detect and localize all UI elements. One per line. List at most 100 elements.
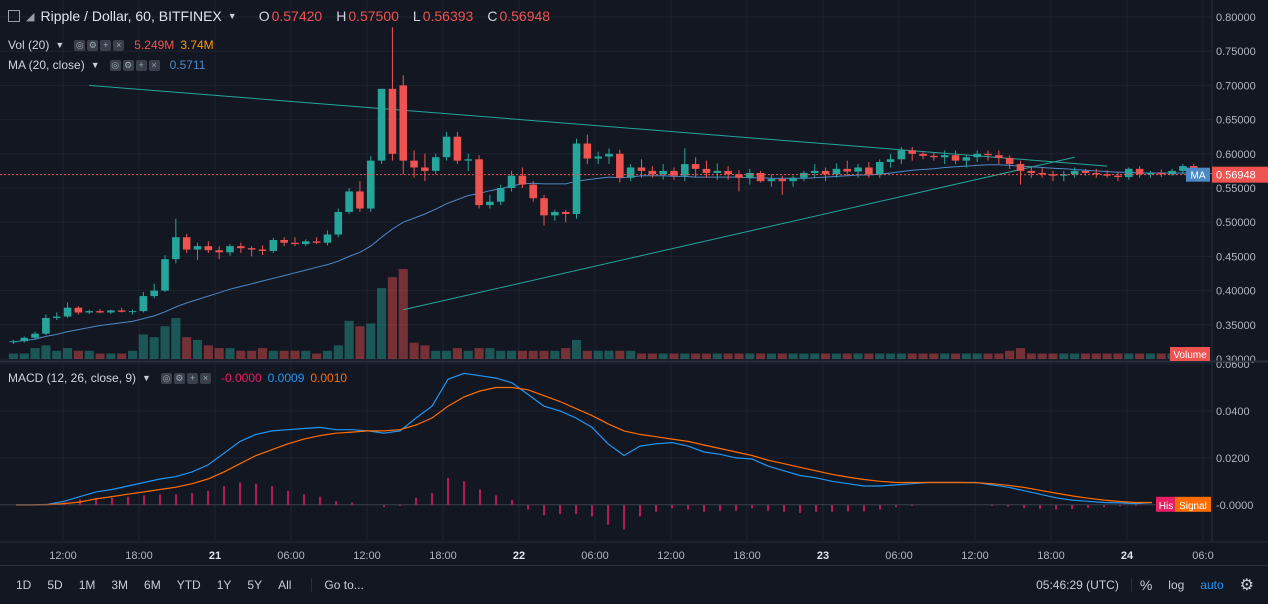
candle-body[interactable] — [1157, 172, 1166, 175]
candle-body[interactable] — [745, 172, 754, 178]
candle-body[interactable] — [388, 88, 397, 154]
candle-body[interactable] — [421, 167, 429, 171]
candle-body[interactable] — [713, 170, 722, 173]
volume-legend-label[interactable]: Vol (20) — [8, 38, 50, 52]
candle-body[interactable] — [1124, 168, 1133, 178]
candle-body[interactable] — [897, 150, 906, 160]
candle-body[interactable] — [150, 290, 158, 297]
candle-body[interactable] — [1027, 170, 1036, 173]
timeframe-1y[interactable]: 1Y — [216, 578, 232, 592]
candle-body[interactable] — [1189, 166, 1198, 169]
indicator-controls[interactable]: ◎ ⚙ + × — [160, 372, 211, 384]
candle-body[interactable] — [529, 184, 537, 199]
candle-body[interactable] — [312, 241, 321, 243]
chevron-down-icon[interactable]: ▼ — [142, 373, 151, 383]
candle-body[interactable] — [464, 159, 473, 161]
candle-body[interactable] — [919, 153, 927, 156]
candle-body[interactable] — [854, 167, 862, 172]
candle-body[interactable] — [691, 164, 700, 169]
chevron-down-icon[interactable]: ▼ — [227, 11, 237, 21]
candle-body[interactable] — [724, 170, 732, 175]
candle-body[interactable] — [9, 341, 18, 343]
macd-legend-label[interactable]: MACD (12, 26, close, 9) — [8, 371, 137, 385]
eye-icon[interactable]: ◎ — [109, 59, 121, 71]
gear-icon[interactable]: ⚙ — [1239, 577, 1254, 594]
timeframe-5d[interactable]: 5D — [47, 578, 63, 592]
candle-body[interactable] — [1179, 166, 1187, 171]
candle-body[interactable] — [594, 156, 602, 159]
chevron-down-icon[interactable]: ▼ — [90, 60, 100, 70]
candle-body[interactable] — [865, 167, 873, 175]
candle-body[interactable] — [507, 175, 516, 188]
candle-body[interactable] — [962, 157, 971, 161]
eye-icon[interactable]: ◎ — [74, 39, 86, 51]
plus-icon[interactable]: + — [135, 59, 147, 71]
candle-body[interactable] — [1135, 168, 1144, 175]
timeframe-ytd[interactable]: YTD — [176, 578, 201, 592]
timeframe-all[interactable]: All — [278, 578, 292, 592]
candle-body[interactable] — [334, 211, 343, 235]
candle-body[interactable] — [951, 155, 960, 161]
candle-body[interactable] — [291, 242, 299, 245]
log-toggle[interactable]: log — [1168, 578, 1185, 592]
candle-body[interactable] — [31, 333, 39, 338]
candle-body[interactable] — [821, 170, 830, 175]
candle-body[interactable] — [1060, 174, 1068, 176]
candle-body[interactable] — [778, 179, 787, 182]
candle-body[interactable] — [789, 177, 797, 182]
candle-body[interactable] — [572, 143, 581, 214]
candle-body[interactable] — [832, 168, 841, 175]
candle-body[interactable] — [1016, 164, 1025, 171]
candle-body[interactable] — [96, 311, 104, 313]
candle-body[interactable] — [128, 311, 137, 313]
candle-body[interactable] — [886, 159, 895, 163]
candle-body[interactable] — [843, 168, 852, 172]
gear-icon[interactable]: ⚙ — [87, 39, 99, 51]
candle-body[interactable] — [1114, 175, 1122, 178]
close-icon[interactable]: × — [148, 59, 160, 71]
chart-canvas[interactable]: 0.80000 0.75000 0.70000 0.65000 0.60000 0.550… — [0, 0, 1268, 565]
timeframe-5y[interactable]: 5Y — [247, 578, 263, 592]
candle-body[interactable] — [377, 88, 386, 161]
candle-body[interactable] — [561, 211, 570, 214]
flag-icon[interactable]: ◢ — [26, 10, 35, 23]
candle-body[interactable] — [616, 153, 624, 178]
candle-body[interactable] — [1070, 170, 1079, 175]
candle-body[interactable] — [496, 188, 505, 202]
gear-icon[interactable]: ⚙ — [122, 59, 134, 71]
candle-body[interactable] — [356, 191, 364, 209]
chevron-down-icon[interactable]: ▼ — [55, 40, 65, 50]
candle-body[interactable] — [107, 310, 115, 313]
candle-body[interactable] — [583, 143, 592, 159]
candle-body[interactable] — [648, 170, 657, 175]
candle-body[interactable] — [172, 237, 180, 260]
gear-icon[interactable]: ⚙ — [173, 372, 185, 384]
candle-body[interactable] — [161, 259, 169, 291]
candle-body[interactable] — [995, 155, 1003, 158]
candle-body[interactable] — [551, 211, 559, 216]
candle-body[interactable] — [681, 164, 689, 176]
candle-body[interactable] — [702, 168, 711, 173]
candle-body[interactable] — [518, 175, 527, 185]
candle-body[interactable] — [20, 337, 29, 342]
candle-body[interactable] — [204, 246, 213, 251]
goto-button[interactable]: Go to... — [311, 578, 364, 592]
candle-body[interactable] — [74, 307, 83, 313]
candle-body[interactable] — [52, 316, 61, 318]
candle-body[interactable] — [139, 296, 148, 312]
candle-body[interactable] — [659, 170, 667, 175]
candle-body[interactable] — [85, 311, 94, 313]
candle-body[interactable] — [280, 239, 288, 243]
candle-body[interactable] — [410, 160, 418, 168]
candle-body[interactable] — [1038, 172, 1046, 175]
candle-body[interactable] — [810, 170, 819, 173]
candle-body[interactable] — [637, 167, 646, 171]
candle-body[interactable] — [193, 246, 202, 250]
candle-body[interactable] — [366, 160, 375, 209]
indicator-controls[interactable]: ◎ ⚙ + × — [74, 39, 125, 51]
candle-body[interactable] — [800, 172, 808, 178]
candle-body[interactable] — [605, 153, 613, 157]
candle-body[interactable] — [258, 249, 267, 251]
auto-toggle[interactable]: auto — [1200, 578, 1224, 592]
candle-body[interactable] — [237, 246, 245, 249]
